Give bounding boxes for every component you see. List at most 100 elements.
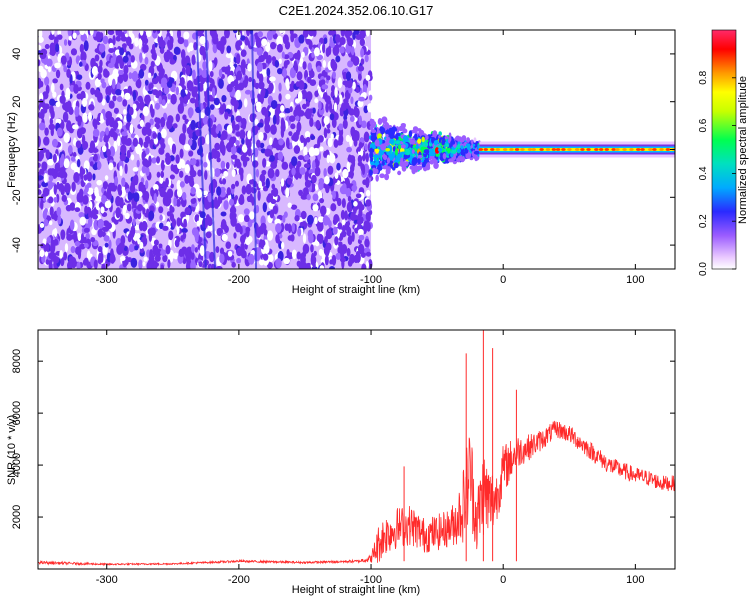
carrier-peak-cell [659, 148, 664, 151]
noise-cell [222, 178, 227, 185]
noise-cell [213, 57, 218, 66]
noise-cell [192, 69, 196, 81]
noise-cell [136, 159, 140, 168]
noise-cell [108, 42, 114, 49]
noise-cell [141, 220, 148, 232]
noise-cell [231, 183, 236, 190]
noise-cell [39, 52, 47, 60]
snr-x-axis-label: Height of straight line (km) [292, 584, 420, 596]
noise-cell [234, 123, 240, 131]
noise-cell [204, 170, 208, 181]
noise-cell [146, 261, 152, 269]
noise-cell [288, 131, 293, 137]
noise-cell [303, 146, 308, 157]
noise-cell [342, 168, 349, 179]
noise-cell [334, 87, 338, 98]
noise-cell [106, 148, 111, 158]
noise-cell [98, 43, 106, 53]
spectrogram-y-tick-label: -40 [11, 237, 23, 253]
noise-cell [188, 131, 193, 139]
noise-cell [234, 103, 238, 113]
noise-cell [163, 84, 170, 95]
noise-cell [132, 90, 137, 102]
signal-cell [395, 157, 401, 163]
noise-cell [105, 110, 113, 120]
noise-cell [309, 117, 314, 128]
signal-cell [429, 159, 435, 165]
noise-cell [38, 150, 45, 160]
noise-cell [289, 67, 297, 79]
noise-cell [182, 191, 187, 201]
signal-cell [460, 145, 464, 150]
noise-cell [365, 189, 371, 197]
signal-cell [473, 150, 480, 155]
noise-cell [97, 72, 102, 80]
noise-cell [122, 99, 128, 107]
noise-cell [83, 40, 89, 52]
noise-cell [152, 247, 157, 258]
noise-cell [99, 59, 103, 68]
noise-cell [51, 168, 55, 175]
noise-cell [275, 234, 280, 244]
snr-x-tick-label: -100 [360, 574, 382, 586]
noise-cell [179, 76, 185, 87]
signal-cell [397, 170, 402, 176]
noise-cell [270, 99, 278, 110]
colorbar-tick-label: 0.8 [698, 70, 709, 84]
noise-cell [236, 31, 241, 41]
noise-cell [153, 192, 157, 205]
noise-cell [128, 30, 133, 37]
noise-cell [289, 106, 293, 113]
noise-cell [130, 181, 136, 188]
noise-cell [77, 232, 82, 242]
figure-title: C2E1.2024.352.06.10.G17 [279, 3, 434, 18]
noise-cell [136, 78, 142, 89]
noise-cell [48, 175, 54, 182]
noise-cell [244, 37, 250, 46]
noise-cell [179, 133, 186, 144]
noise-cell [256, 61, 263, 73]
noise-cell [262, 132, 268, 141]
noise-cell [47, 180, 54, 190]
noise-cell [328, 101, 333, 113]
signal-cell [445, 143, 450, 148]
noise-cell [60, 55, 67, 65]
noise-cell [158, 95, 162, 105]
noise-cell [74, 105, 80, 117]
noise-cell [247, 147, 252, 157]
noise-cell [186, 80, 193, 91]
noise-cell [358, 234, 365, 241]
noise-cell [53, 184, 57, 195]
spectrogram-x-axis-label: Height of straight line (km) [292, 284, 420, 296]
noise-cell [109, 253, 116, 264]
noise-cell [108, 239, 112, 250]
signal-cell [382, 119, 386, 125]
signal-cell [397, 153, 403, 158]
noise-cell [280, 122, 286, 133]
noise-cell [281, 51, 285, 59]
noise-cell [344, 210, 348, 221]
noise-cell [95, 195, 102, 202]
noise-cell [48, 196, 54, 204]
noise-cell [225, 162, 230, 170]
noise-cell [257, 31, 264, 38]
noise-cell [305, 136, 311, 143]
noise-cell [332, 71, 336, 79]
noise-cell [69, 202, 76, 211]
noise-cell [56, 127, 63, 137]
noise-cell [54, 162, 61, 173]
noise-cell [115, 35, 121, 42]
noise-cell [271, 183, 276, 190]
signal-cell [369, 169, 373, 176]
noise-cell [296, 251, 302, 260]
noise-cell [97, 218, 105, 229]
noise-cell [77, 248, 82, 260]
noise-cell [86, 206, 92, 214]
carrier-peak-cell [574, 148, 580, 151]
noise-cell [277, 67, 283, 75]
noise-cell [326, 128, 331, 134]
noise-cell [149, 82, 154, 89]
noise-cell [157, 132, 162, 141]
noise-cell [162, 225, 169, 231]
noise-cell [240, 59, 246, 70]
